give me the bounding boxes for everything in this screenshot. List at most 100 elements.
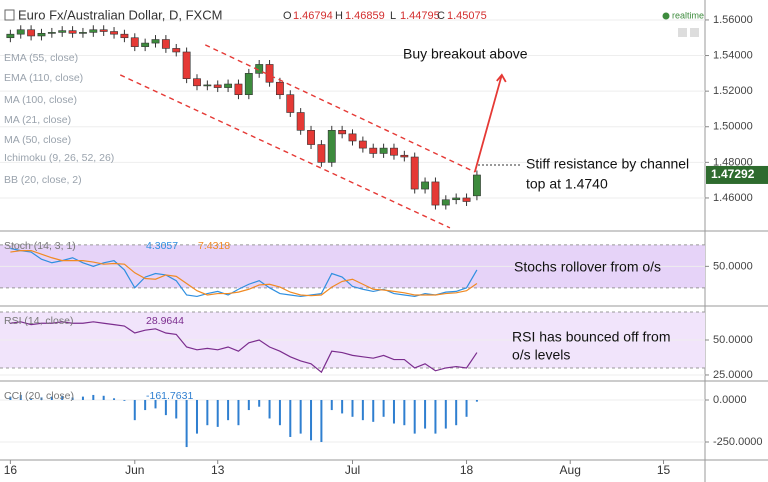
histogram-bar [320,399,323,443]
histogram-bar [341,399,344,414]
histogram-bar [247,399,250,411]
candle-body [390,147,398,156]
x-tick-label: 18 [460,463,474,477]
candle-body [462,197,471,202]
histogram-bar [372,399,375,422]
histogram-bar [434,399,437,434]
histogram-bar [299,399,302,434]
histogram-bar [154,399,157,409]
histogram-bar [310,399,313,441]
y-tick-label: 1.56000 [713,14,753,26]
indicator-label[interactable]: BB (20, close, 2) [4,174,82,186]
candle-body [37,32,46,37]
histogram-bar [268,399,271,419]
y-tick-label: 0.0000 [713,394,747,406]
indicator-label[interactable]: Ichimoku (9, 26, 52, 26) [4,152,114,164]
indicator-label[interactable]: MA (50, close) [4,134,71,146]
histogram-bar [164,399,167,416]
histogram-bar [102,395,105,400]
histogram-bar [61,395,64,400]
histogram-bar [133,399,136,421]
histogram-bar [30,398,33,400]
readout-value: 1.44795 [400,10,440,22]
indicator-line [10,250,478,297]
candle-body [286,94,295,113]
candle-body [441,199,450,206]
histogram-bar [382,399,385,417]
histogram-bar [123,399,126,401]
candle-body [120,33,129,39]
annotation: Buy breakout above [403,46,528,62]
candle-body [421,181,430,190]
breakout-arrow [473,73,507,173]
candle-body [141,42,150,47]
histogram-bar [351,399,354,417]
annotation: Stochs rollover from o/s [514,259,661,275]
price-tag-label: 1.47292 [711,167,755,181]
toolbar-icon[interactable] [690,28,699,37]
histogram-bar [206,399,209,426]
histogram-bar [19,394,22,400]
histogram-bar [40,397,43,400]
readout-value: 1.46794 [293,10,333,22]
indicator-label[interactable]: EMA (110, close) [4,72,83,84]
candle-body [79,32,87,34]
y-tick-label: -250.0000 [713,436,763,448]
candle-body [213,84,222,88]
channel-line [119,74,451,229]
readout-label: H [335,10,343,22]
histogram-bar [413,399,416,434]
histogram-bar [216,399,219,427]
histogram-bar [9,396,12,400]
readout-label: O [283,10,292,22]
channel-line [204,44,476,173]
candle-body [182,51,191,79]
histogram-bar [195,399,198,434]
panel-readout: 4.3057 [146,240,178,252]
candle-body [234,83,243,96]
panel-title[interactable]: CCI (20, close) [4,390,74,402]
panel-title[interactable]: RSI (14, close) [4,315,73,327]
y-tick-label: 1.46000 [713,192,753,204]
indicator-label[interactable]: MA (100, close) [4,94,77,106]
annotation: o/s levels [512,347,570,363]
panel-title[interactable]: Stoch (14, 3, 1) [4,240,76,252]
candle-body [58,30,67,33]
readout-value: 1.46859 [345,10,385,22]
indicator-label[interactable]: EMA (55, close) [4,52,78,64]
toolbar-icon[interactable] [678,28,687,37]
histogram-bar [289,399,292,437]
candle-body [110,31,118,35]
histogram-bar [175,399,178,419]
histogram-bar [50,396,53,400]
candle-body [452,197,461,201]
histogram-bar [113,398,116,400]
x-tick-label: 15 [657,463,671,477]
candle-body [161,39,170,49]
x-tick-label: 13 [211,463,225,477]
candle-body [472,174,481,197]
candle-body [244,73,253,96]
x-tick-label: Jun [125,463,144,477]
x-tick-label: Jul [345,463,360,477]
candle-body [431,181,440,206]
candle-body [338,130,347,135]
histogram-bar [278,399,281,426]
candle-body [317,144,326,163]
candle-body [224,83,233,88]
indicator-line [10,247,478,298]
histogram-bar [81,396,84,400]
candle-body [379,147,388,154]
y-tick-label: 25.0000 [713,369,753,381]
histogram-bar [71,397,74,400]
candle-body [400,154,409,158]
candle-body [27,29,36,37]
y-tick-label: 1.50000 [713,121,753,133]
candle-body [99,29,108,32]
candle-body [410,156,419,190]
indicator-label[interactable]: MA (21, close) [4,114,71,126]
candle-body [47,32,56,34]
histogram-bar [144,399,147,411]
